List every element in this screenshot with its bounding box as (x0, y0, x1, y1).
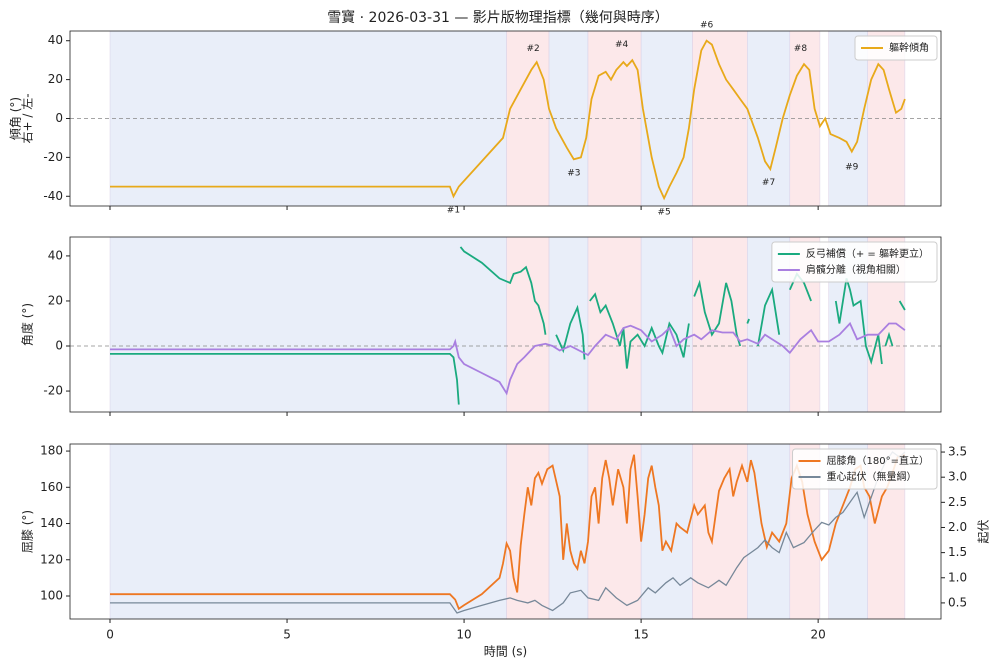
phase-band (506, 444, 550, 619)
series-line (110, 39, 906, 201)
annotation: #8 (794, 44, 808, 54)
x-axis-label: 時間 (s) (484, 645, 527, 659)
series-line (110, 321, 906, 396)
annotation: #5 (657, 207, 670, 217)
y-axis-label: 屈膝 (°) (21, 510, 35, 553)
series-line (757, 286, 781, 347)
series-line (898, 300, 906, 311)
x-tick-label: 0 (106, 628, 114, 642)
annotation: #2 (526, 44, 539, 54)
series-line (110, 451, 906, 614)
series-line (459, 246, 547, 335)
y-tick-label: -40 (43, 189, 63, 203)
figure-title: 雪寶 · 2026-03-31 — 影片版物理指標（幾何與時序） (327, 10, 669, 26)
phase-band (587, 237, 642, 412)
legend-label: 軀幹傾角 (889, 41, 929, 54)
y-tick-label: 160 (40, 480, 63, 494)
y-tick-label: 20 (48, 72, 63, 86)
legend-box (792, 448, 938, 490)
phase-band (640, 237, 693, 412)
y2-tick-label: 2.5 (948, 495, 967, 509)
y-axis-label: 傾角 (°) (9, 97, 23, 140)
y2-tick-label: 0.5 (948, 595, 967, 609)
phase-band (692, 237, 748, 412)
y-tick-label: 40 (48, 33, 63, 47)
phase-band (109, 237, 507, 412)
x-tick-label: 10 (456, 628, 471, 642)
x-tick-label: 15 (633, 628, 648, 642)
phase-band (109, 444, 507, 619)
phase-band (506, 237, 550, 412)
y2-tick-label: 3.0 (948, 470, 967, 484)
x-tick-label: 20 (810, 628, 825, 642)
y-tick-label: 180 (40, 444, 63, 458)
y2-tick-label: 1.0 (948, 570, 967, 584)
legend-box (771, 241, 938, 283)
series-line (555, 304, 586, 360)
series-line (884, 331, 894, 347)
legend-label: 屈膝角（180°=直立） (827, 454, 929, 467)
series-line (693, 279, 742, 347)
y2-tick-label: 1.5 (948, 545, 967, 559)
legend-label: 反弓補償（+ = 軀幹更立） (806, 247, 929, 260)
y-axis-label: 角度 (°) (20, 303, 35, 346)
y-tick-label: -20 (43, 150, 63, 164)
y-tick-label: 140 (40, 516, 63, 530)
y-tick-label: 120 (40, 552, 63, 566)
annotation: #6 (700, 21, 714, 31)
legend-label: 肩髖分離（視角相關） (806, 263, 906, 276)
annotation: #4 (615, 40, 629, 50)
series-line (746, 318, 750, 324)
annotation: #9 (845, 163, 859, 173)
y2-axis-label: 起伏 (977, 519, 991, 543)
legend-box (854, 35, 938, 61)
legend: 屈膝角（180°=直立） 重心起伏（無量綱） (792, 448, 938, 490)
y-tick-label: 0 (55, 111, 63, 125)
plot-area (70, 31, 941, 206)
y-axis-label: 右+ / 左- (20, 93, 35, 143)
legend: 軀幹傾角 (854, 35, 938, 61)
annotation: #1 (447, 205, 460, 215)
legend-label: 重心起伏（無量綱） (827, 470, 917, 483)
series-line (834, 278, 883, 365)
plot-frame (69, 236, 942, 413)
y2-tick-label: 3.5 (948, 445, 967, 459)
phase-band (692, 444, 748, 619)
series-line (589, 292, 690, 369)
series-line (110, 353, 460, 405)
plot-area (70, 444, 941, 619)
x-tick-label: 5 (283, 628, 291, 642)
y-tick-label: 0 (55, 339, 63, 353)
series-line (110, 453, 906, 611)
legend: 反弓補償（+ = 軀幹更立） 肩髖分離（視角相關） (771, 241, 938, 283)
phase-band (587, 444, 642, 619)
y-tick-label: 40 (48, 248, 63, 262)
y2-tick-label: 2.0 (948, 520, 967, 534)
annotation: #7 (762, 178, 775, 188)
y-tick-label: 100 (40, 588, 63, 602)
plot-frame (69, 443, 942, 620)
y-tick-label: -20 (43, 384, 63, 398)
phase-band (548, 237, 589, 412)
annotation: #3 (567, 168, 580, 178)
y-tick-label: 20 (48, 293, 63, 307)
